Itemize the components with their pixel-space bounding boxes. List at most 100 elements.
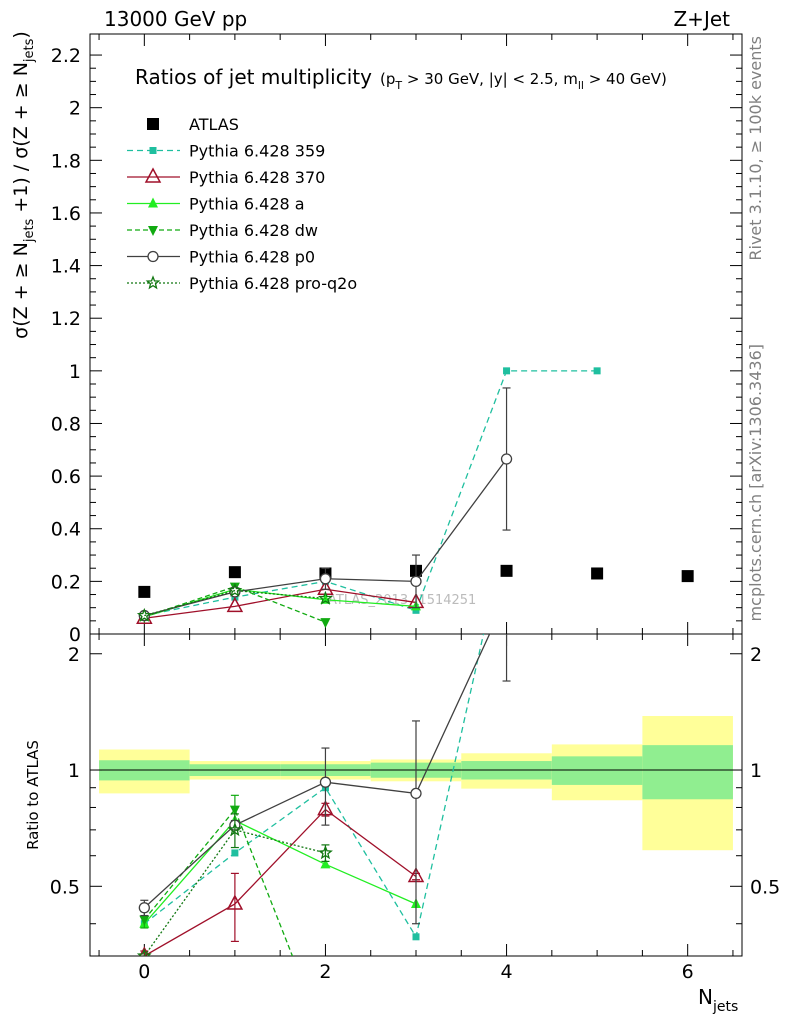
- main-title: Ratios of jet multiplicity: [135, 65, 372, 89]
- data-point-pq2o: [136, 607, 152, 622]
- ratio-y-axis: 0.5 0.5 1 1 2 2: [50, 644, 780, 925]
- data-point-pq2o: [227, 582, 243, 597]
- y-tick-label: 0.2: [51, 571, 81, 593]
- data-point-pp0: [500, 453, 513, 465]
- rivet-label: Rivet 3.1.10, ≥ 100k events: [746, 36, 765, 261]
- ratio-point-pq2o: [227, 822, 243, 837]
- data-point-p359: [593, 367, 601, 375]
- data-point-atlas: [228, 566, 241, 579]
- data-point-pq2o: [317, 590, 333, 605]
- legend-marker-p370: [144, 167, 162, 183]
- ratio-point-pa: [320, 858, 331, 869]
- series-line: [144, 585, 326, 623]
- y-tick-label: 1.2: [51, 308, 81, 330]
- y-tick-label-right: 1: [750, 760, 762, 782]
- y-tick-label: 0.8: [51, 413, 81, 435]
- x-label-text: Njets: [698, 985, 738, 1015]
- ratio-point-pp0: [138, 902, 150, 914]
- y-tick-label: 2: [69, 98, 81, 120]
- data-point-p370: [226, 596, 244, 613]
- y-tick-label-right: 0.5: [750, 876, 780, 898]
- y-tick-label: 0.6: [51, 466, 81, 488]
- main-panel: ATLAS_2013_I1514251 00.20.40.60.811.21.4…: [10, 31, 743, 646]
- y-tick-label: 0.5: [50, 876, 80, 898]
- y-tick-label: 2.2: [51, 45, 81, 67]
- header-right: Z+Jet: [673, 7, 730, 31]
- data-point-atlas: [138, 585, 151, 598]
- y-tick-label: 1.6: [51, 203, 81, 225]
- ratio-series-pq2o: [136, 813, 333, 956]
- y-tick-label-right: 2: [750, 644, 762, 666]
- ratio-x-axis: 0 2 4 6: [98, 634, 734, 983]
- y-tick-label: 1.8: [51, 150, 81, 172]
- x-tick-label: 4: [501, 961, 513, 983]
- ratio-line: [143, 829, 326, 956]
- ratio-point-pdw: [139, 915, 150, 926]
- series-atlas: [138, 564, 694, 598]
- ratio-point-pq2o: [317, 845, 333, 860]
- data-point-pp0: [319, 573, 332, 585]
- legend-label: Pythia 6.428 a: [189, 195, 305, 214]
- data-point-atlas: [500, 564, 513, 577]
- data-point-atlas: [591, 567, 604, 580]
- ratio-point-pdw: [229, 805, 240, 816]
- legend-label: Pythia 6.428 p0: [189, 248, 315, 267]
- x-tick-label: 0: [138, 961, 150, 983]
- ratio-bands: [90, 716, 742, 851]
- series-pq2o: [136, 582, 333, 622]
- series-line: [144, 370, 598, 617]
- ratio-point-pp0: [502, 592, 512, 602]
- ratio-x-label: Njets: [698, 985, 738, 1015]
- legend-marker-pa: [148, 197, 158, 208]
- ratio-line: [143, 819, 417, 925]
- ratio-point-pq2o: [136, 948, 152, 956]
- legend-marker-pdw: [148, 226, 158, 236]
- series-line: [144, 588, 417, 619]
- legend-label: Pythia 6.428 pro-q2o: [189, 274, 357, 293]
- title-cuts-text: (pT > 30 GeV, |y| < 2.5, mll > 40 GeV): [380, 70, 667, 92]
- y-label-text: σ(Z + ≥ Njets +1) / σ(Z + ≥ Njets): [10, 31, 37, 339]
- x-tick-label: 6: [682, 961, 694, 983]
- ratio-series: [136, 592, 512, 956]
- legend-label: Pythia 6.428 359: [189, 142, 325, 161]
- ratio-line: [144, 808, 417, 956]
- legend: ATLAS Pythia 6.428 359 Pythia 6.428 370 Pyt…: [127, 115, 357, 293]
- y-tick-label: 1: [69, 361, 81, 383]
- ratio-point-p359: [412, 933, 420, 941]
- ratio-point-p370: [226, 894, 244, 910]
- ratio-y-label: Ratio to ATLAS: [24, 740, 42, 850]
- y-tick-label: 1: [68, 760, 80, 782]
- uncertainty-band-inner: [642, 745, 733, 800]
- y-tick-label: 0.4: [51, 519, 81, 541]
- main-title-cuts: (pT > 30 GeV, |y| < 2.5, mll > 40 GeV): [380, 70, 667, 92]
- y-tick-label: 1.4: [51, 256, 81, 278]
- main-y-label: σ(Z + ≥ Njets +1) / σ(Z + ≥ Njets): [10, 31, 37, 339]
- data-point-pdw: [320, 618, 331, 629]
- series-p359: [140, 367, 601, 620]
- mcplots-label: mcplots.cern.ch [arXiv:1306.3436]: [746, 344, 765, 621]
- main-series: [136, 367, 694, 629]
- series-line: [144, 589, 326, 617]
- legend-marker-atlas: [147, 118, 159, 130]
- y-tick-label: 0: [69, 624, 81, 646]
- header-left: 13000 GeV pp: [104, 7, 247, 31]
- uncertainty-band-inner: [551, 756, 643, 785]
- legend-label: ATLAS: [189, 115, 239, 134]
- legend-label: Pythia 6.428 370: [189, 168, 325, 187]
- legend-label: Pythia 6.428 dw: [189, 221, 318, 240]
- legend-marker-p359: [149, 147, 157, 154]
- legend-marker-pp0: [147, 250, 159, 263]
- ratio-series-p370: [139, 799, 425, 956]
- data-point-p359: [503, 367, 511, 375]
- data-point-pp0: [410, 575, 422, 588]
- main-y-axis: 0 0.2 0.4 0.6 0.8 1 1.2 1.4 1.6 1.8 2 2.2: [51, 34, 742, 646]
- legend-marker-pq2o: [145, 275, 161, 290]
- ratio-series-pa: [139, 814, 421, 928]
- x-tick-label: 2: [319, 961, 331, 983]
- ratio-point-pp0: [319, 776, 332, 788]
- y-tick-label: 2: [68, 644, 80, 666]
- ratio-point-pp0: [410, 787, 422, 800]
- data-point-atlas: [681, 570, 694, 583]
